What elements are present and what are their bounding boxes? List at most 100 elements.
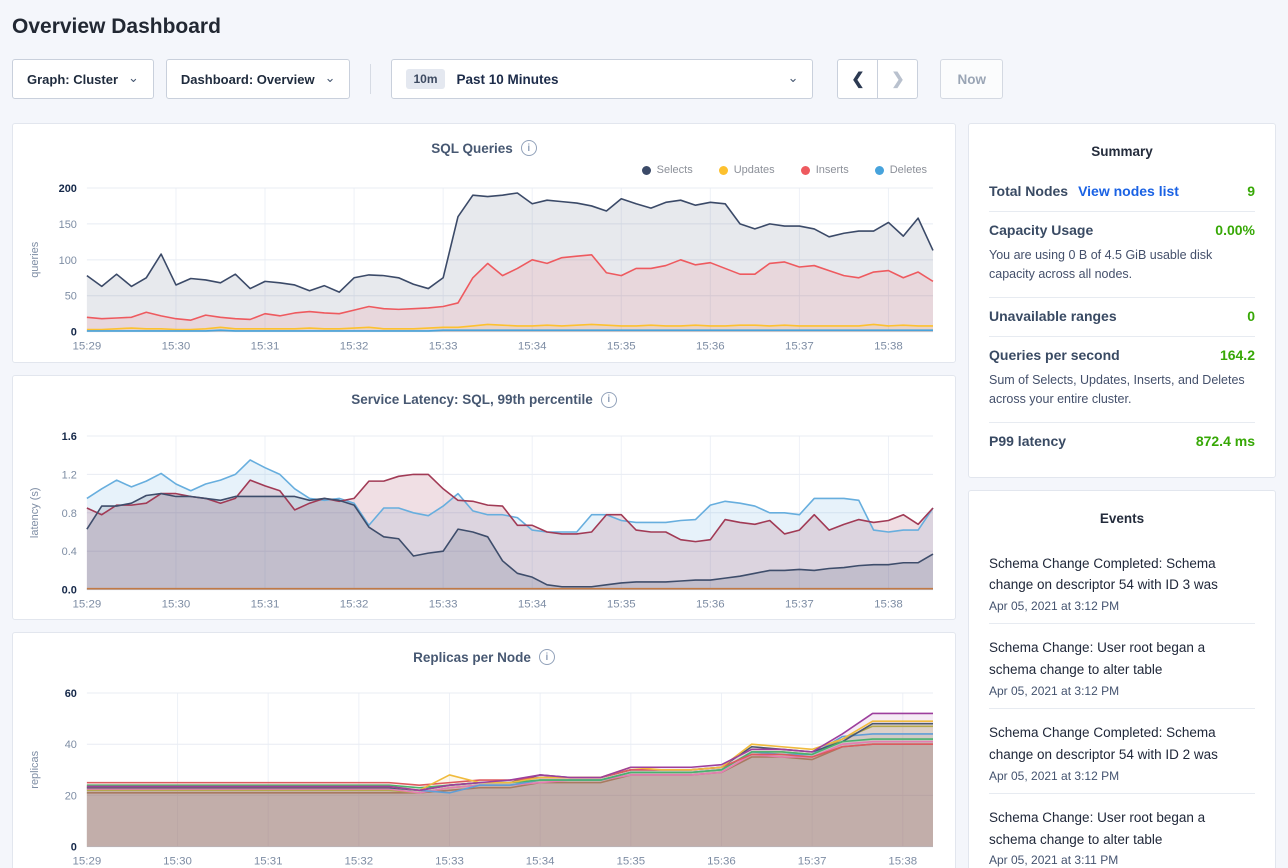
svg-text:15:37: 15:37: [785, 598, 814, 610]
replicas-per-node-panel: Replicas per Node i 0 20 40 60 15:29 15:30 15:…: [12, 632, 956, 868]
events-list: Schema Change Completed: Schema change o…: [989, 540, 1255, 868]
svg-text:20: 20: [65, 791, 77, 803]
toolbar-divider: [370, 64, 372, 94]
svg-text:15:32: 15:32: [340, 598, 369, 610]
sidebar: Summary Total Nodes View nodes list 9 Ca…: [968, 123, 1276, 868]
legend-item: Updates: [718, 164, 775, 176]
svg-text:15:36: 15:36: [696, 341, 725, 353]
info-icon[interactable]: i: [538, 649, 555, 666]
svg-text:15:31: 15:31: [251, 598, 280, 610]
summary-value: 164.2: [1219, 346, 1255, 363]
divider: [989, 421, 1255, 423]
chevron-down-icon: ⌄: [324, 69, 336, 85]
event-item[interactable]: Schema Change: User root began a schema …: [989, 624, 1255, 708]
summary-value: 0: [1247, 307, 1255, 324]
svg-text:15:30: 15:30: [163, 856, 192, 868]
dashboard-dropdown[interactable]: Dashboard: Overview ⌄: [165, 59, 351, 99]
divider: [989, 623, 1255, 625]
legend-item: Selects: [641, 164, 693, 176]
event-text: Schema Change Completed: Schema change o…: [989, 555, 1218, 593]
svg-text:15:35: 15:35: [607, 341, 636, 353]
chevron-down-icon: ⌄: [128, 69, 139, 85]
summary-subtext: You are using 0 B of 4.5 GiB usable disk…: [989, 248, 1213, 282]
svg-text:15:31: 15:31: [254, 856, 283, 868]
page-title: Overview Dashboard: [12, 15, 221, 38]
summary-label: Capacity Usage: [989, 222, 1094, 238]
svg-text:15:31: 15:31: [251, 341, 280, 353]
summary-label: Unavailable ranges: [989, 307, 1117, 324]
svg-text:15:30: 15:30: [162, 598, 191, 610]
svg-text:15:34: 15:34: [518, 598, 547, 610]
event-item[interactable]: Schema Change: User root began a schema …: [989, 794, 1255, 868]
svg-text:15:33: 15:33: [429, 341, 458, 353]
time-range-label: Past 10 Minutes: [456, 71, 559, 87]
time-next-button[interactable]: ❯: [877, 59, 919, 99]
svg-text:15:33: 15:33: [429, 598, 458, 610]
svg-text:200: 200: [59, 183, 77, 195]
event-item[interactable]: Schema Change Completed: Schema change o…: [989, 540, 1255, 624]
chart-title: SQL Queries: [431, 140, 513, 156]
summary-row-queries-per-second: Queries per second 164.2: [989, 337, 1255, 375]
time-range-dropdown[interactable]: 10m Past 10 Minutes ⌄: [391, 59, 814, 99]
svg-text:40: 40: [65, 739, 77, 751]
divider: [989, 707, 1255, 709]
event-text: Schema Change: User root began a schema …: [989, 640, 1206, 678]
legend-dot-icon: [800, 165, 810, 175]
summary-row-p99-latency: P99 latency 872.4 ms: [989, 423, 1255, 461]
svg-text:15:38: 15:38: [888, 856, 917, 868]
chevron-down-icon: ⌄: [787, 69, 799, 85]
main-content: SQL Queries i Selects Updates Inserts Delet…: [12, 123, 1276, 868]
svg-text:0.8: 0.8: [62, 507, 77, 519]
svg-text:latency (s): latency (s): [29, 487, 41, 538]
legend-item: Deletes: [874, 164, 927, 176]
event-date: Apr 05, 2021 at 3:12 PM: [989, 683, 1120, 698]
legend-dot-icon: [718, 165, 728, 175]
legend-label: Updates: [733, 164, 775, 176]
event-date: Apr 05, 2021 at 3:12 PM: [989, 768, 1120, 783]
legend-dot-icon: [641, 165, 651, 175]
sql-queries-chart[interactable]: 0 50 100 150 200 15:29 15:30 15:31 15:32 15:33 15:…: [25, 178, 943, 358]
arrow-right-icon: ❯: [891, 71, 905, 88]
graph-dropdown[interactable]: Graph: Cluster ⌄: [12, 59, 154, 99]
svg-text:0.4: 0.4: [62, 546, 77, 558]
legend-label: Inserts: [815, 164, 849, 176]
info-icon[interactable]: i: [520, 140, 537, 156]
svg-text:15:30: 15:30: [162, 341, 191, 353]
event-text: Schema Change: User root began a schema …: [989, 809, 1206, 847]
legend-label: Deletes: [889, 164, 927, 176]
svg-text:15:36: 15:36: [707, 856, 736, 868]
service-latency-chart[interactable]: 0.0 0.4 0.8 1.2 1.6 15:29 15:30 15:31 15:32 15:33…: [25, 426, 943, 616]
graph-dropdown-label: Graph: Cluster: [27, 71, 119, 87]
now-button[interactable]: Now: [940, 59, 1003, 99]
summary-row-total-nodes: Total Nodes View nodes list 9: [989, 173, 1255, 211]
spacer: [25, 410, 943, 426]
info-icon[interactable]: i: [600, 391, 617, 408]
service-latency-panel: Service Latency: SQL, 99th percentile i …: [12, 374, 956, 621]
legend-dot-icon: [874, 165, 884, 175]
svg-text:15:37: 15:37: [798, 856, 827, 868]
arrow-left-icon: ❮: [851, 71, 865, 88]
svg-text:1.2: 1.2: [62, 469, 77, 481]
svg-text:15:35: 15:35: [616, 856, 645, 868]
summary-row-capacity-usage: Capacity Usage 0.00%: [989, 212, 1255, 250]
time-range-badge: 10m: [406, 69, 445, 89]
svg-text:15:33: 15:33: [435, 856, 464, 868]
divider: [989, 211, 1255, 212]
summary-value: 0.00%: [1215, 222, 1255, 238]
charts-column: SQL Queries i Selects Updates Inserts Delet…: [12, 123, 956, 868]
time-prev-button[interactable]: ❮: [837, 59, 879, 99]
legend-label: Selects: [656, 164, 693, 176]
view-nodes-list-link[interactable]: View nodes list: [1078, 183, 1179, 199]
summary-label: Total Nodes: [989, 183, 1069, 199]
svg-text:0.0: 0.0: [62, 584, 77, 596]
summary-subtext: Sum of Selects, Updates, Inserts, and De…: [989, 372, 1245, 407]
replicas-per-node-chart[interactable]: 0 20 40 60 15:29 15:30 15:31 15:32 15:33 15:34 15:…: [25, 683, 943, 868]
chart-title-row: Service Latency: SQL, 99th percentile i: [25, 390, 943, 410]
chart-title: Service Latency: SQL, 99th percentile: [351, 392, 593, 408]
svg-text:0: 0: [71, 327, 77, 339]
svg-text:15:37: 15:37: [785, 341, 814, 353]
event-date: Apr 05, 2021 at 3:12 PM: [989, 599, 1120, 614]
event-item[interactable]: Schema Change Completed: Schema change o…: [989, 709, 1255, 793]
summary-title: Summary: [1091, 144, 1153, 159]
